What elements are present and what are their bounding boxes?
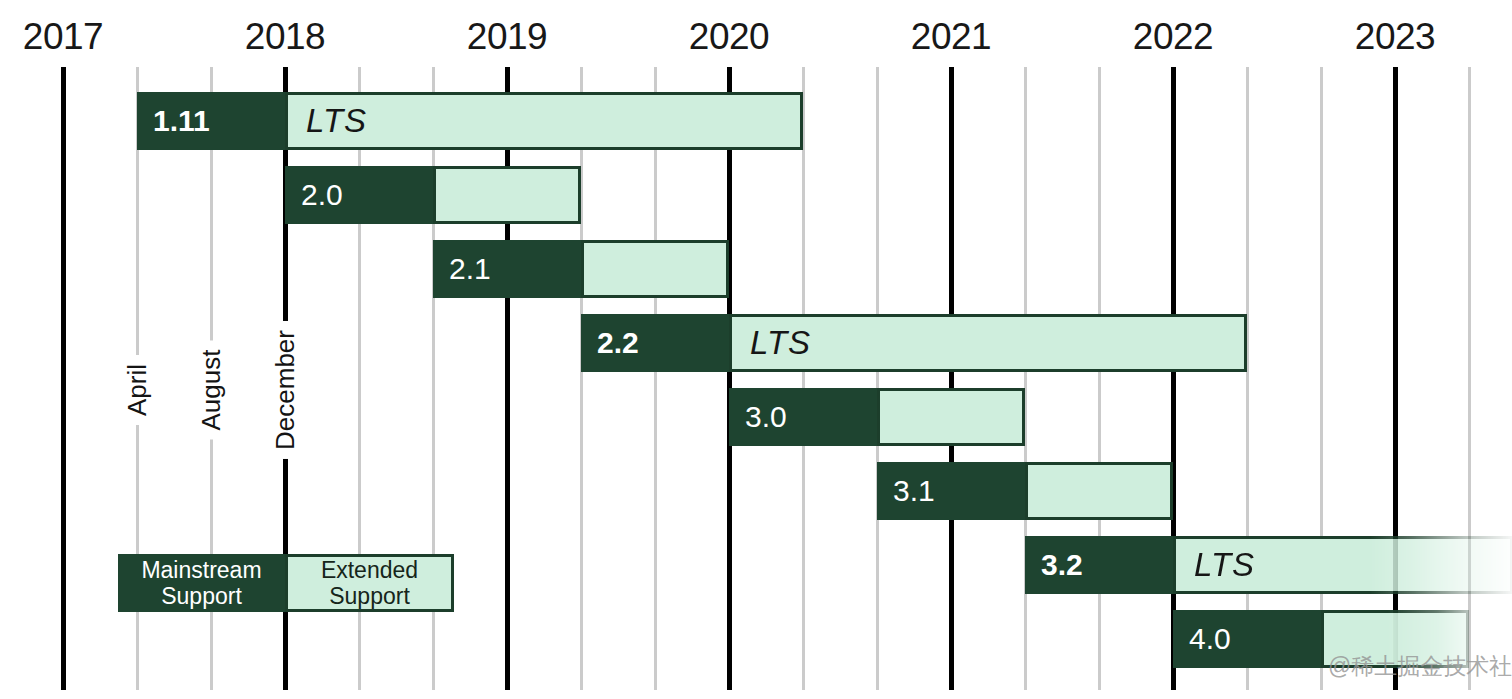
extended-segment-1.11: LTS	[285, 92, 803, 150]
extended-segment-2.0	[433, 166, 581, 224]
mainstream-segment-2.0: 2.0	[285, 166, 433, 224]
release-bar-3.1: 3.1	[877, 462, 1173, 520]
version-label-3.0: 3.0	[745, 400, 787, 434]
version-label-2.0: 2.0	[301, 178, 343, 212]
release-timeline-chart: 2017 2018 2019 2020 2021 2022 2023 April August…	[0, 0, 1512, 699]
version-label-3.2: 3.2	[1041, 548, 1083, 582]
legend-extended-support: Extended Support	[285, 554, 454, 612]
gridline-month	[1098, 67, 1101, 690]
version-label-3.1: 3.1	[893, 474, 935, 508]
version-label-1.11: 1.11	[153, 104, 210, 138]
legend-mainstream-support: Mainstream Support	[118, 554, 285, 612]
year-label-2018: 2018	[245, 16, 325, 58]
mainstream-segment-1.11: 1.11	[137, 92, 285, 150]
gridline-month	[1246, 67, 1249, 690]
gridline-year	[505, 67, 510, 690]
watermark: @稀土掘金技术社区	[1328, 651, 1512, 682]
extended-segment-2.1	[581, 240, 729, 298]
mainstream-segment-3.1: 3.1	[877, 462, 1025, 520]
year-label-2019: 2019	[467, 16, 547, 58]
gridline-month	[802, 67, 805, 690]
month-label-december: December	[269, 321, 301, 459]
release-bar-2.2: 2.2 LTS	[581, 314, 1247, 372]
legend-extended-label: Extended Support	[288, 557, 451, 609]
mainstream-segment-2.1: 2.1	[433, 240, 581, 298]
mainstream-segment-4.0: 4.0	[1173, 610, 1321, 668]
gridline-month	[1024, 67, 1027, 690]
gridline-month	[1468, 67, 1471, 690]
extended-segment-3.0	[877, 388, 1025, 446]
gridline-year	[1393, 67, 1398, 690]
version-label-4.0: 4.0	[1189, 622, 1231, 656]
mainstream-segment-3.2: 3.2	[1025, 536, 1173, 594]
version-label-2.2: 2.2	[597, 326, 639, 360]
year-label-2020: 2020	[689, 16, 769, 58]
gridline-month	[580, 67, 583, 690]
legend-mainstream-label: Mainstream Support	[118, 557, 285, 609]
release-bar-3.2: 3.2 LTS	[1025, 536, 1512, 594]
release-bar-2.0: 2.0	[285, 166, 581, 224]
gridline-month	[876, 67, 879, 690]
release-bar-1.11: 1.11 LTS	[137, 92, 803, 150]
mainstream-segment-2.2: 2.2	[581, 314, 729, 372]
year-label-2022: 2022	[1133, 16, 1213, 58]
month-label-august: August	[195, 341, 227, 440]
extended-segment-3.1	[1025, 462, 1173, 520]
release-bar-2.1: 2.1	[433, 240, 729, 298]
lts-label-1.11: LTS	[306, 102, 367, 140]
version-label-2.1: 2.1	[449, 252, 491, 286]
gridline-year	[949, 67, 954, 690]
gridline-month	[654, 67, 657, 690]
year-label-2017: 2017	[23, 16, 103, 58]
gridline-month	[1320, 67, 1323, 690]
lts-label-2.2: LTS	[750, 324, 811, 362]
legend: Mainstream Support Extended Support	[118, 554, 454, 612]
release-bar-3.0: 3.0	[729, 388, 1025, 446]
lts-label-3.2: LTS	[1194, 546, 1255, 584]
extended-segment-2.2: LTS	[729, 314, 1247, 372]
gridline-year	[61, 67, 66, 690]
mainstream-segment-3.0: 3.0	[729, 388, 877, 446]
year-label-2023: 2023	[1355, 16, 1435, 58]
gridline-year	[727, 67, 732, 690]
gridline-year	[1171, 67, 1176, 690]
month-label-april: April	[121, 355, 153, 425]
extended-segment-3.2: LTS	[1173, 536, 1512, 594]
year-label-2021: 2021	[911, 16, 991, 58]
